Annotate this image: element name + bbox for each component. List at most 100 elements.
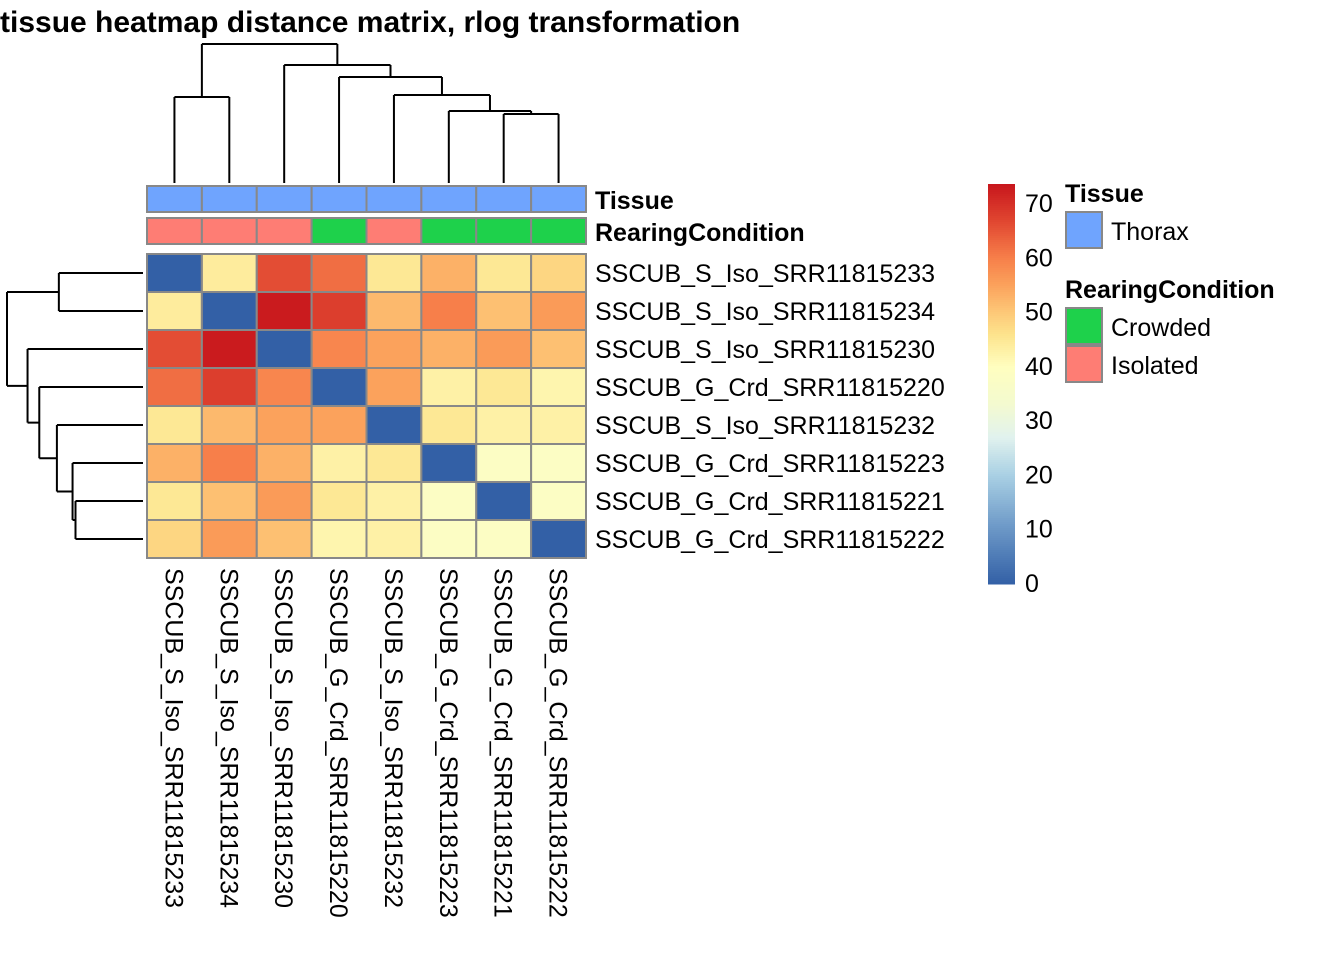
- colorbar-segment: [988, 302, 1015, 305]
- heatmap-cell: [365, 329, 423, 369]
- colorbar-segment: [988, 488, 1015, 491]
- heatmap-cell: [420, 367, 478, 407]
- colorbar-segment: [988, 398, 1015, 401]
- row-label: SSCUB_S_Iso_SRR11815232: [595, 412, 935, 440]
- row-label: SSCUB_S_Iso_SRR11815230: [595, 336, 935, 364]
- colorbar-segment: [988, 350, 1015, 353]
- heatmap-cell: [255, 405, 313, 445]
- colorbar-segment: [988, 560, 1015, 563]
- annotation-cell: [200, 217, 258, 245]
- heatmap-cell: [475, 443, 533, 483]
- heatmap-cell: [475, 367, 533, 407]
- colorbar-segment: [988, 464, 1015, 467]
- row-label: SSCUB_G_Crd_SRR11815221: [595, 488, 945, 516]
- colorbar-segment: [988, 186, 1015, 189]
- column-label: SSCUB_S_Iso_SRR11815233: [159, 568, 187, 908]
- colorbar-segment: [988, 420, 1015, 423]
- colorbar-segment: [988, 454, 1015, 457]
- heatmap-cell: [530, 443, 587, 483]
- colorbar-segment: [988, 236, 1015, 239]
- colorbar-segment: [988, 472, 1015, 475]
- colorbar-segment: [988, 522, 1015, 525]
- heatmap-cell: [310, 291, 368, 331]
- colorbar-segment: [988, 404, 1015, 407]
- colorbar-segment: [988, 308, 1015, 311]
- annotation-cell: [475, 217, 533, 245]
- colorbar-segment: [988, 484, 1015, 487]
- colorbar-segment: [988, 282, 1015, 285]
- colorbar-segment: [988, 194, 1015, 197]
- heatmap-cell: [310, 329, 368, 369]
- colorbar-segment: [988, 262, 1015, 265]
- colorbar-segment: [988, 346, 1015, 349]
- colorbar-segment: [988, 544, 1015, 547]
- colorbar-segment: [988, 310, 1015, 313]
- heatmap-cell: [475, 253, 533, 293]
- colorbar-segment: [988, 328, 1015, 331]
- colorbar-segment: [988, 242, 1015, 245]
- colorbar-segment: [988, 314, 1015, 317]
- heatmap-cell: [146, 367, 203, 407]
- colorbar-segment: [988, 564, 1015, 567]
- colorbar-segment: [988, 534, 1015, 537]
- colorbar-segment: [988, 258, 1015, 261]
- colorbar-segment: [988, 428, 1015, 431]
- column-label: SSCUB_S_Iso_SRR11815232: [379, 568, 407, 908]
- colorbar-segment: [988, 330, 1015, 333]
- heatmap-cell: [200, 519, 258, 559]
- colorbar-segment: [988, 318, 1015, 321]
- annotation-cell: [310, 217, 368, 245]
- heatmap-cell: [530, 367, 587, 407]
- column-label: SSCUB_G_Crd_SRR11815221: [489, 568, 517, 918]
- colorbar-segment: [988, 410, 1015, 413]
- colorbar-segment: [988, 374, 1015, 377]
- colorbar-segment: [988, 430, 1015, 433]
- colorbar-segment: [988, 288, 1015, 291]
- colorbar-segment: [988, 450, 1015, 453]
- colorbar-segment: [988, 466, 1015, 469]
- colorbar-segment: [988, 298, 1015, 301]
- colorbar-segment: [988, 276, 1015, 279]
- colorbar-segment: [988, 334, 1015, 337]
- colorbar-segment: [988, 412, 1015, 415]
- colorbar-segment: [988, 268, 1015, 271]
- legend-title: Tissue: [1065, 180, 1144, 208]
- colorbar-segment: [988, 476, 1015, 479]
- colorbar-segment: [988, 432, 1015, 435]
- colorbar-segment: [988, 216, 1015, 219]
- colorbar-segment: [988, 214, 1015, 217]
- colorbar-segment: [988, 368, 1015, 371]
- colorbar-segment: [988, 514, 1015, 517]
- colorbar-segment: [988, 436, 1015, 439]
- colorbar-segment: [988, 206, 1015, 209]
- colorbar-segment: [988, 210, 1015, 213]
- colorbar-segment: [988, 232, 1015, 235]
- colorbar-segment: [988, 500, 1015, 503]
- heatmap-cell: [475, 291, 533, 331]
- colorbar-segment: [988, 286, 1015, 289]
- colorbar-segment: [988, 548, 1015, 551]
- column-label: SSCUB_S_Iso_SRR11815230: [269, 568, 297, 908]
- colorbar-segment: [988, 390, 1015, 393]
- colorbar-segment: [988, 230, 1015, 233]
- colorbar-segment: [988, 468, 1015, 471]
- colorbar-tick-label: 30: [1025, 407, 1053, 435]
- colorbar-segment: [988, 520, 1015, 523]
- heatmap-cell: [255, 253, 313, 293]
- colorbar-segment: [988, 320, 1015, 323]
- colorbar-segment: [988, 510, 1015, 513]
- colorbar-segment: [988, 496, 1015, 499]
- colorbar-tick-label: 50: [1025, 299, 1053, 327]
- colorbar-segment: [988, 290, 1015, 293]
- colorbar-segment: [988, 554, 1015, 557]
- colorbar-segment: [988, 462, 1015, 465]
- colorbar-segment: [988, 486, 1015, 489]
- colorbar-segment: [988, 280, 1015, 283]
- colorbar-segment: [988, 246, 1015, 249]
- colorbar-segment: [988, 296, 1015, 299]
- heatmap-cell: [310, 443, 368, 483]
- heatmap-cell: [146, 329, 203, 369]
- colorbar-segment: [988, 502, 1015, 505]
- colorbar-segment: [988, 578, 1015, 581]
- colorbar-segment: [988, 312, 1015, 315]
